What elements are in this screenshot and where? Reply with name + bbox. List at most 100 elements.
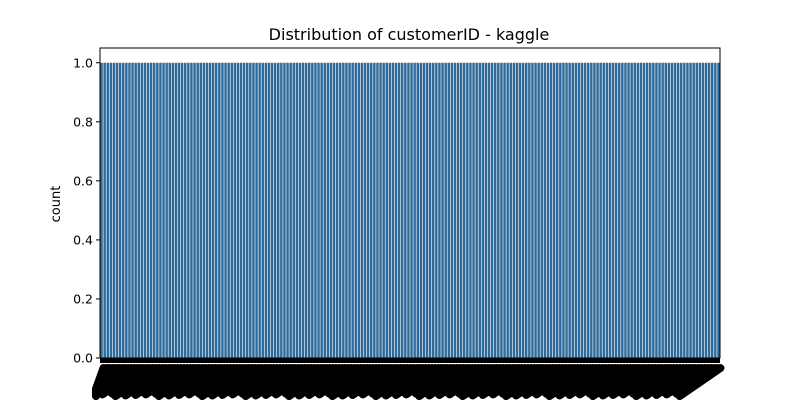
bar [267,62,271,359]
bar [456,62,460,359]
bar [224,62,227,359]
bar [478,62,481,359]
bar [115,62,119,359]
y-tick-label: 0.4 [73,232,93,247]
bar [608,62,612,359]
bar [394,62,398,359]
bar [227,62,230,359]
bar [481,62,485,359]
bar [587,62,590,359]
bar [676,62,680,359]
bar [441,62,444,359]
bar [122,62,125,359]
bar [565,62,568,359]
bar [180,62,184,359]
bar [503,62,506,359]
bar [379,62,382,359]
bar [301,62,305,359]
bar [484,62,488,359]
bar [518,62,522,359]
bar [642,62,646,359]
bar [137,62,140,359]
bar [552,62,556,359]
bar [218,62,221,359]
bar [289,62,292,359]
bar [689,62,692,359]
bar [574,62,578,359]
bar [639,62,643,359]
bar [506,62,509,359]
bar [605,62,609,359]
bar [664,62,667,359]
bar [199,62,202,359]
bar [149,62,153,359]
bar [304,62,308,359]
bar [701,62,705,359]
bar [463,62,466,359]
bar [627,62,630,359]
bar [611,62,615,359]
y-axis-label: count [49,186,64,223]
bar [168,62,171,359]
bar [156,62,159,359]
bar [342,62,345,359]
bar [661,62,664,359]
bar [487,62,491,359]
bar [140,62,144,359]
bar [534,62,537,359]
bar [453,62,457,359]
bar [645,62,649,359]
bar [391,62,395,359]
bar [450,62,454,359]
bar [537,62,540,359]
bar [357,62,361,359]
bar [435,62,438,359]
bar [187,62,190,359]
plot-frame [99,47,721,359]
bar [432,62,435,359]
bar [208,62,212,359]
bar [500,62,503,359]
bar [416,62,419,359]
bar [339,62,342,359]
bar [280,62,283,359]
bar [131,62,134,359]
bar [323,62,326,359]
bar [410,62,413,359]
bar [407,62,410,359]
bar [258,62,261,359]
bar [335,62,339,359]
bar [345,62,348,359]
bar [438,62,441,359]
bar [348,62,351,359]
bar [308,62,311,359]
bar [577,62,581,359]
bar [422,62,426,359]
bar [602,62,605,359]
bar [103,62,106,359]
bar [249,62,252,359]
bar [159,62,162,359]
bar [143,62,147,359]
bar [317,62,320,359]
bar [190,62,193,359]
bar [686,62,689,359]
bar [540,62,543,359]
bar [177,62,181,359]
bar [146,62,150,359]
bar [466,62,469,359]
bar [261,62,264,359]
bar [599,62,602,359]
bar [295,62,299,359]
bar [571,62,574,359]
bar [165,62,168,359]
bar [354,62,357,359]
bar [376,62,379,359]
bar [100,62,103,359]
x-tick-label [675,364,725,400]
bar [428,62,432,359]
bar [698,62,702,359]
bar [326,62,330,359]
bar [568,62,571,359]
bar [494,62,497,359]
